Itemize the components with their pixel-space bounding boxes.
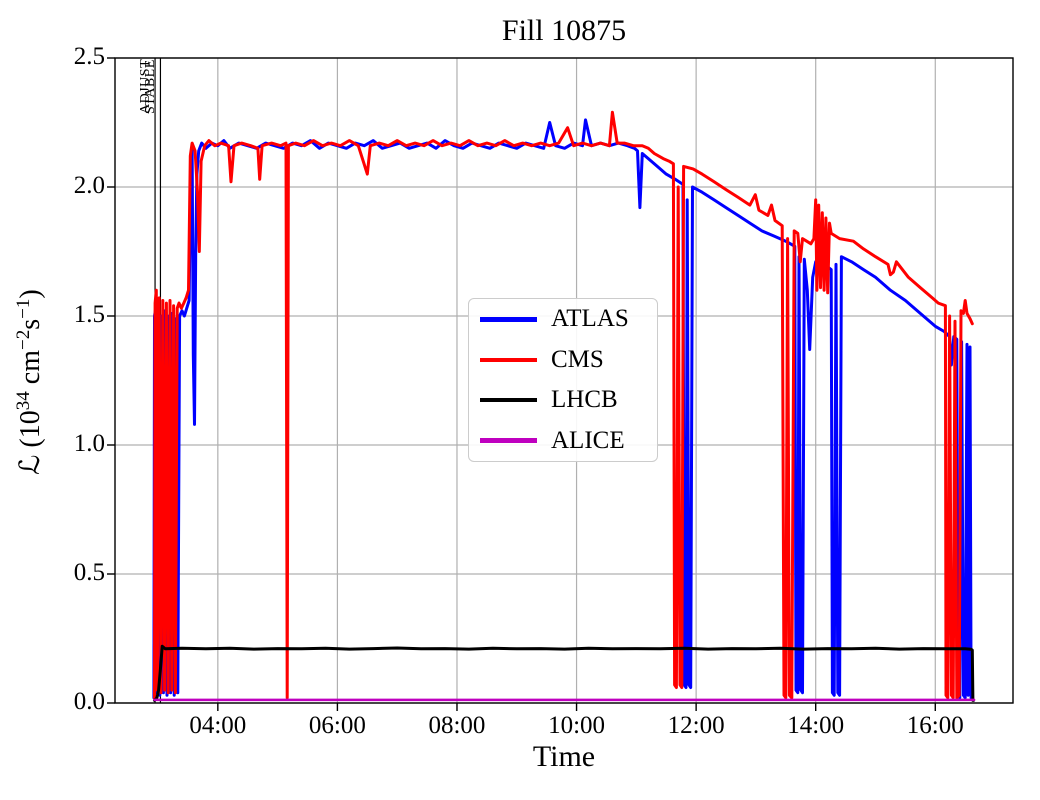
x-tick-label: 10:00 (548, 712, 606, 739)
legend-item-alice: ALICE (469, 421, 657, 461)
cms-line (153, 110, 974, 700)
plot-title: Fill 10875 (501, 14, 627, 47)
x-tick-label: 16:00 (906, 712, 964, 739)
x-tick-label: 04:00 (189, 712, 247, 739)
atlas-line (152, 118, 973, 700)
y-tick-label: 2.5 (73, 43, 105, 70)
atlas-line-swatch (480, 317, 537, 322)
beam-mode-label-stable: STABLE (143, 59, 159, 114)
x-tick-label: 14:00 (787, 712, 845, 739)
lhcb-line (153, 644, 975, 702)
legend-item-lhcb: LHCB (469, 380, 657, 420)
legend-label-lhcb: LHCB (551, 386, 618, 414)
plot-border (114, 57, 1014, 704)
x-axis-label: Time (532, 740, 596, 773)
legend-item-atlas: ATLAS (469, 299, 657, 339)
y-tick-label: 1.5 (73, 301, 105, 328)
alice-line-swatch (480, 438, 537, 443)
x-tick-label: 12:00 (667, 712, 725, 739)
y-tick-label: 2.0 (73, 172, 105, 199)
legend-label-alice: ALICE (551, 426, 625, 454)
legend-item-cms: CMS (469, 340, 657, 380)
y-tick-label: 0.0 (73, 688, 105, 715)
y-tick-label: 0.5 (73, 559, 105, 586)
x-tick-label: 06:00 (308, 712, 366, 739)
cms-line-swatch (480, 357, 537, 363)
lhcb-line-swatch (480, 397, 537, 403)
x-tick-label: 08:00 (428, 712, 486, 739)
legend-label-cms: CMS (551, 345, 604, 373)
y-tick-label: 1.0 (73, 430, 105, 457)
legend-label-atlas: ATLAS (551, 305, 629, 333)
legend: ATLAS CMS LHCB ALICE (468, 298, 658, 462)
